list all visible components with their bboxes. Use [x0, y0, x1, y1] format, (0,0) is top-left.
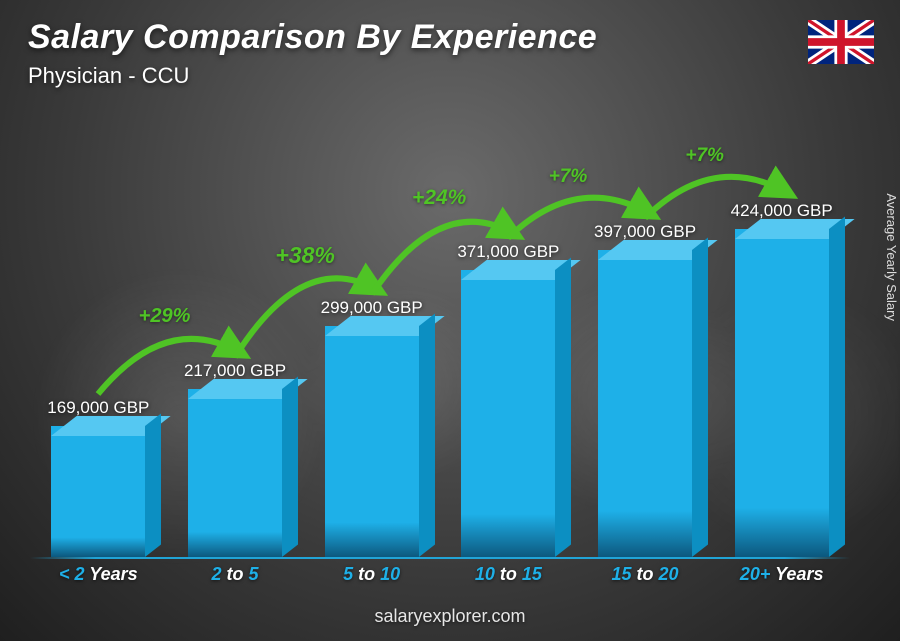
y-axis-label: Average Yearly Salary	[885, 193, 900, 321]
bar-side-face	[829, 216, 845, 557]
category-label: 2 to 5	[211, 564, 258, 585]
category-label: 15 to 20	[611, 564, 678, 585]
chart-baseline	[30, 557, 850, 559]
bar-value-label: 424,000 GBP	[731, 201, 833, 221]
bar	[735, 229, 829, 557]
salary-bar-chart: +29%+38%+24%+7%+7% 169,000 GBP< 2 Years2…	[30, 130, 850, 583]
bar-value-label: 397,000 GBP	[594, 222, 696, 242]
category-label: 20+ Years	[740, 564, 824, 585]
bar-value-label: 217,000 GBP	[184, 361, 286, 381]
bar-side-face	[555, 257, 571, 557]
bar-value-label: 299,000 GBP	[321, 298, 423, 318]
category-label: < 2 Years	[59, 564, 138, 585]
bar-value-label: 169,000 GBP	[47, 398, 149, 418]
bar-slot: 397,000 GBP15 to 20	[577, 130, 714, 557]
page-subtitle: Physician - CCU	[28, 63, 800, 89]
bar-slot: 424,000 GBP20+ Years	[713, 130, 850, 557]
bar	[325, 326, 419, 557]
bar-side-face	[419, 313, 435, 557]
bar	[598, 250, 692, 557]
bar-side-face	[692, 237, 708, 557]
header: Salary Comparison By Experience Physicia…	[28, 18, 800, 89]
bar-slot: 299,000 GBP5 to 10	[303, 130, 440, 557]
bar-side-face	[282, 376, 298, 557]
page-title: Salary Comparison By Experience	[28, 18, 800, 57]
bar-slot: 371,000 GBP10 to 15	[440, 130, 577, 557]
bar-value-label: 371,000 GBP	[457, 242, 559, 262]
bar-slot: 169,000 GBP< 2 Years	[30, 130, 167, 557]
bars-container: 169,000 GBP< 2 Years217,000 GBP2 to 5299…	[30, 130, 850, 557]
bar	[51, 426, 145, 557]
footer-attribution: salaryexplorer.com	[0, 606, 900, 627]
bar-side-face	[145, 413, 161, 557]
category-label: 10 to 15	[475, 564, 542, 585]
category-label: 5 to 10	[343, 564, 400, 585]
bar-slot: 217,000 GBP2 to 5	[167, 130, 304, 557]
bar	[461, 270, 555, 557]
uk-flag-icon	[808, 20, 874, 64]
bar	[188, 389, 282, 557]
